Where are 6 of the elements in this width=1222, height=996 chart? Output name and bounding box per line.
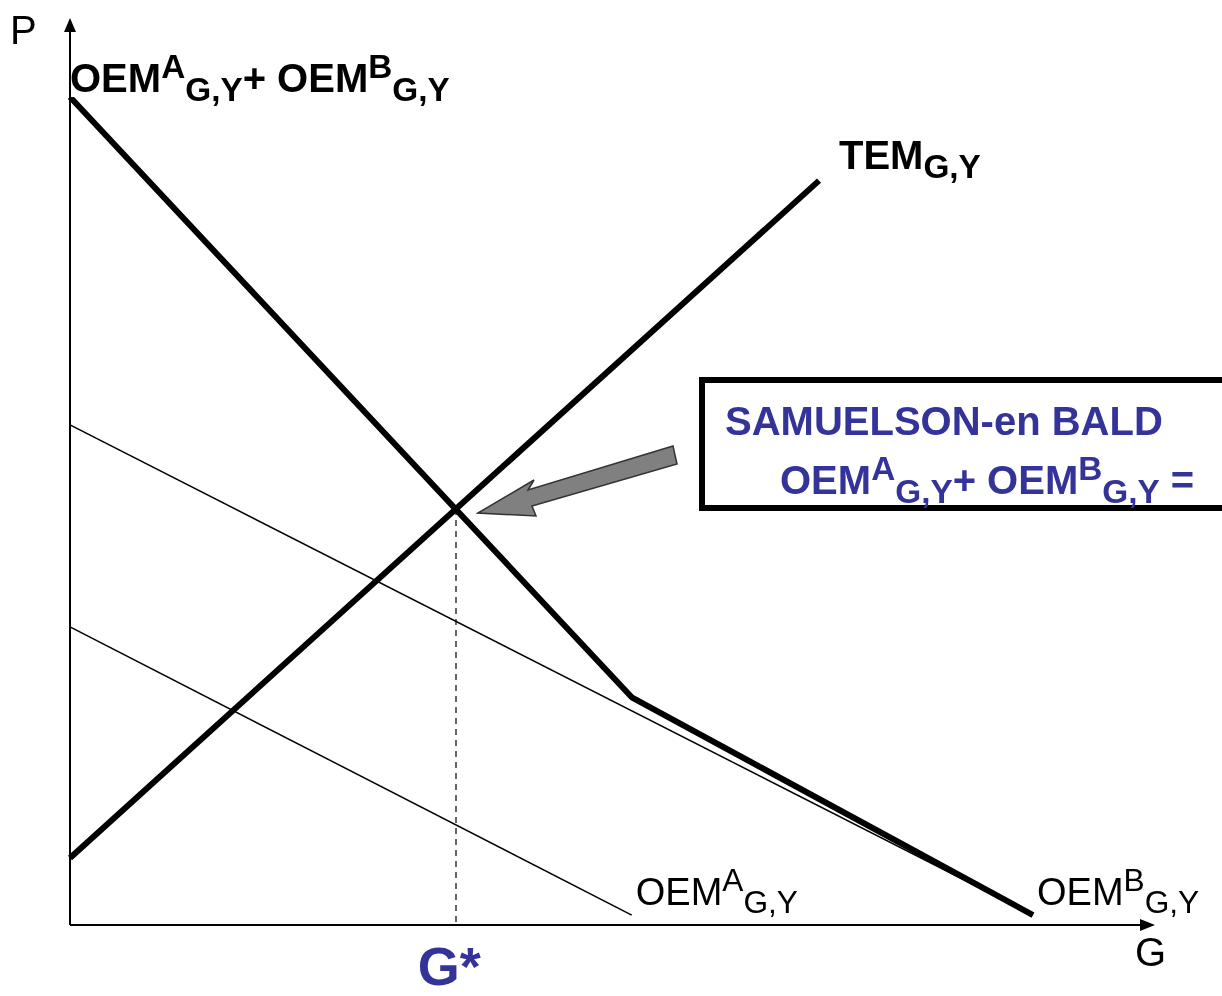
annotation: SAMUELSON-en BALD [725, 398, 1164, 445]
x-axis-title: G [1135, 930, 1167, 975]
text: G* [417, 936, 481, 996]
series-label: TEM$_{G,Y}$ [839, 132, 981, 186]
y-axis-title: P [10, 8, 37, 53]
annotation: OEM$^{A}$$_{G,Y}$+ OEM$^{B}$$_{G,Y}$ = [779, 449, 1196, 513]
